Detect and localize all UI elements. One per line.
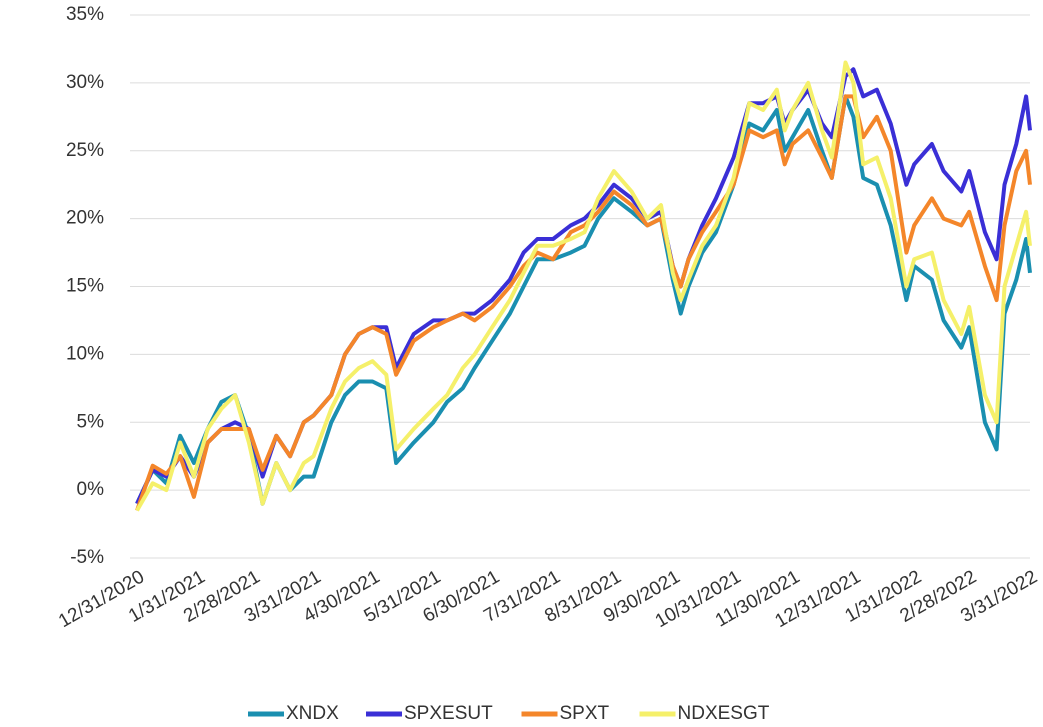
legend-item: SPXESUT [366,703,493,724]
legend-item: NDXESGT [639,703,770,724]
legend-item: XNDX [248,703,339,724]
y-tick-label: 25% [66,140,104,161]
y-tick-label: 30% [66,72,104,93]
series-line [135,60,1032,512]
y-tick-label: 20% [66,208,104,229]
y-tick-label: 10% [66,343,104,364]
legend-label: NDXESGT [678,703,770,724]
legend-label: SPXESUT [404,703,493,724]
legend-label: SPXT [560,703,610,724]
legend-item: SPXT [521,703,610,724]
series-line [135,94,1032,512]
y-tick-label: 0% [77,479,105,500]
y-tick-label: -5% [70,547,104,568]
y-tick-label: 35% [66,4,104,25]
y-tick-label: 5% [77,411,105,432]
y-tick-label: 15% [66,276,104,297]
series-line [135,94,1032,506]
legend-label: XNDX [286,703,339,724]
